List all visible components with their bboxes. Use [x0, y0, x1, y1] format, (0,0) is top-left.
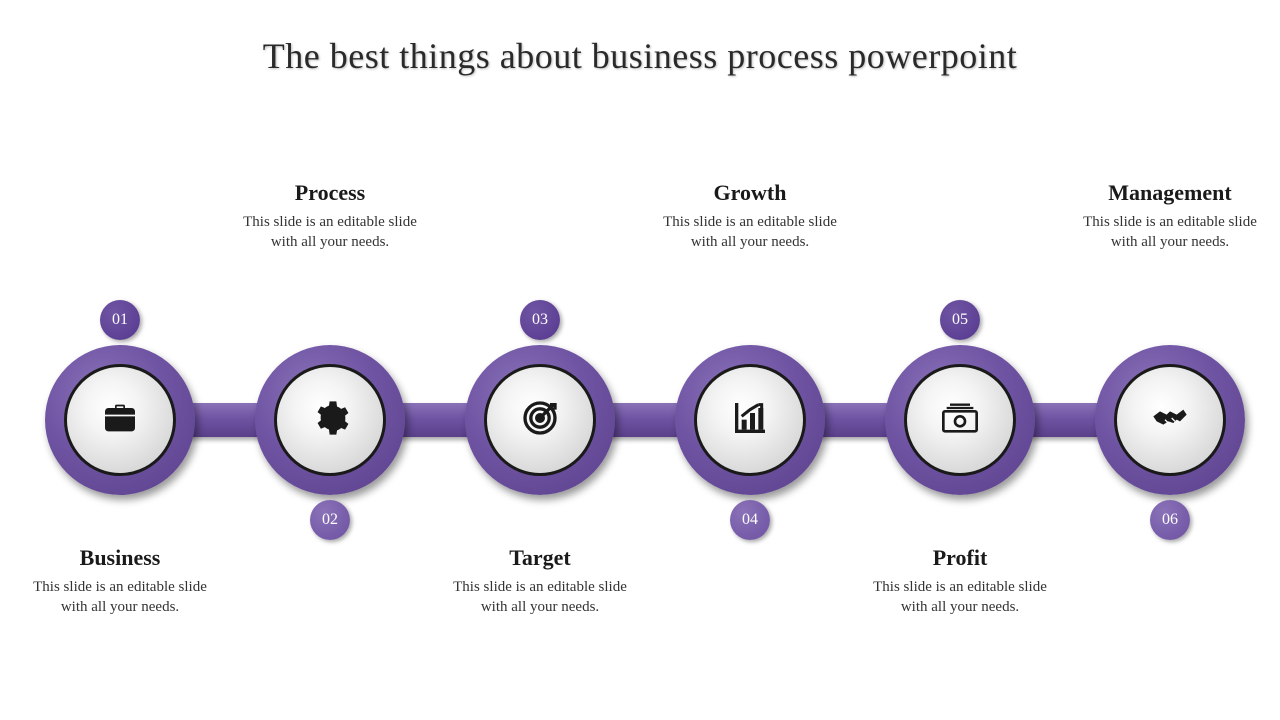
- step-text: Management This slide is an editable slid…: [1075, 180, 1265, 253]
- step-text: Process This slide is an editable slide w…: [235, 180, 425, 253]
- process-step: 01: [45, 345, 195, 495]
- step-inner: [274, 364, 386, 476]
- process-step: 05: [885, 345, 1035, 495]
- step-title: Profit: [865, 545, 1055, 571]
- step-inner: [64, 364, 176, 476]
- slide-title: The best things about business process p…: [0, 35, 1280, 77]
- step-text: Growth This slide is an editable slide wi…: [655, 180, 845, 253]
- step-number-badge: 04: [730, 500, 770, 540]
- step-text: Target This slide is an editable slide wi…: [445, 545, 635, 618]
- gear-icon: [310, 398, 350, 443]
- step-description: This slide is an editable slide with all…: [865, 577, 1055, 618]
- step-title: Target: [445, 545, 635, 571]
- step-description: This slide is an editable slide with all…: [235, 212, 425, 253]
- step-number-badge: 02: [310, 500, 350, 540]
- step-description: This slide is an editable slide with all…: [1075, 212, 1265, 253]
- handshake-icon: [1150, 398, 1190, 443]
- step-number-badge: 05: [940, 300, 980, 340]
- step-description: This slide is an editable slide with all…: [655, 212, 845, 253]
- process-step: 04: [675, 345, 825, 495]
- step-description: This slide is an editable slide with all…: [445, 577, 635, 618]
- step-inner: [1114, 364, 1226, 476]
- step-title: Process: [235, 180, 425, 206]
- step-inner: [904, 364, 1016, 476]
- step-title: Business: [25, 545, 215, 571]
- step-number-badge: 03: [520, 300, 560, 340]
- step-title: Management: [1075, 180, 1265, 206]
- step-text: Business This slide is an editable slide …: [25, 545, 215, 618]
- step-inner: [484, 364, 596, 476]
- step-number-badge: 06: [1150, 500, 1190, 540]
- money-icon: [940, 398, 980, 443]
- target-icon: [520, 398, 560, 443]
- step-title: Growth: [655, 180, 845, 206]
- chart-icon: [730, 398, 770, 443]
- process-step: 06: [1095, 345, 1245, 495]
- process-step: 02: [255, 345, 405, 495]
- step-inner: [694, 364, 806, 476]
- step-text: Profit This slide is an editable slide wi…: [865, 545, 1055, 618]
- step-number-badge: 01: [100, 300, 140, 340]
- step-description: This slide is an editable slide with all…: [25, 577, 215, 618]
- briefcase-icon: [100, 398, 140, 443]
- process-step: 03: [465, 345, 615, 495]
- process-timeline: 01 02 03 04 05 06: [0, 320, 1280, 520]
